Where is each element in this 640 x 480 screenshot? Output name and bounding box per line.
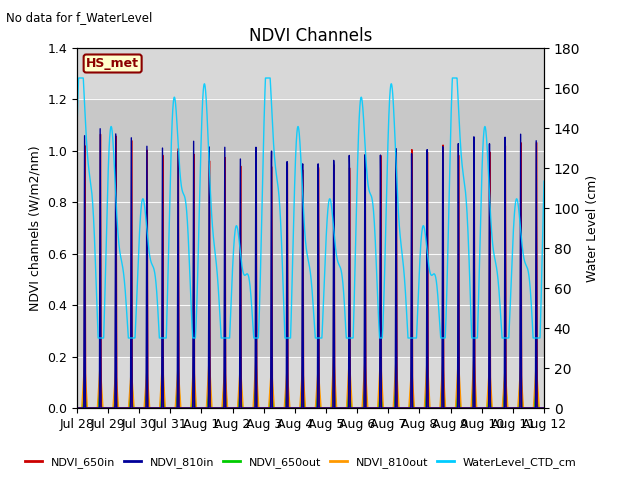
Title: NDVI Channels: NDVI Channels [249,27,372,45]
Text: No data for f_WaterLevel: No data for f_WaterLevel [6,11,153,24]
Y-axis label: NDVI channels (W/m2/nm): NDVI channels (W/m2/nm) [29,145,42,311]
Y-axis label: Water Level (cm): Water Level (cm) [586,174,599,282]
Text: HS_met: HS_met [86,57,139,70]
Bar [77,99,544,357]
Legend: NDVI_650in, NDVI_810in, NDVI_650out, NDVI_810out, WaterLevel_CTD_cm: NDVI_650in, NDVI_810in, NDVI_650out, NDV… [21,452,580,472]
